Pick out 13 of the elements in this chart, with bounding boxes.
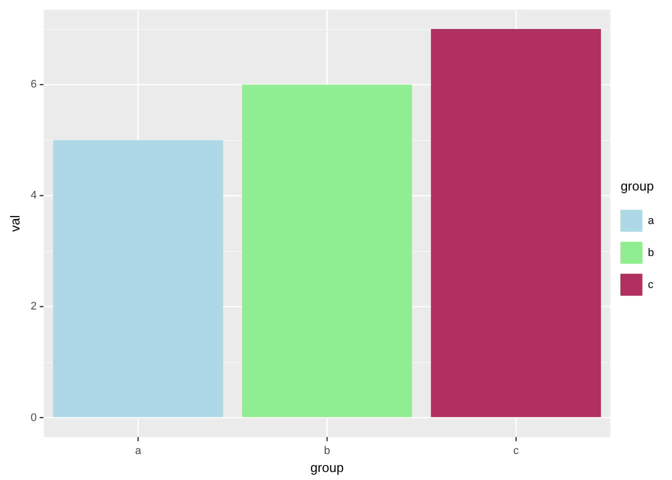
y-axis-title: val: [7, 214, 22, 232]
legend-label: c: [648, 278, 654, 291]
legend-title: group: [620, 178, 654, 194]
y-tick-label: 6: [30, 78, 37, 91]
legend-label: b: [648, 246, 654, 259]
y-tick-label: 2: [30, 300, 37, 313]
y-tick-label: 4: [30, 190, 37, 202]
x-axis-title: group: [310, 460, 344, 475]
y-tick-label: 0: [30, 412, 37, 424]
legend-label: a: [648, 214, 655, 227]
x-tick-label: c: [513, 444, 520, 457]
x-tick-label: b: [324, 444, 330, 457]
x-tick-label: a: [135, 444, 142, 457]
